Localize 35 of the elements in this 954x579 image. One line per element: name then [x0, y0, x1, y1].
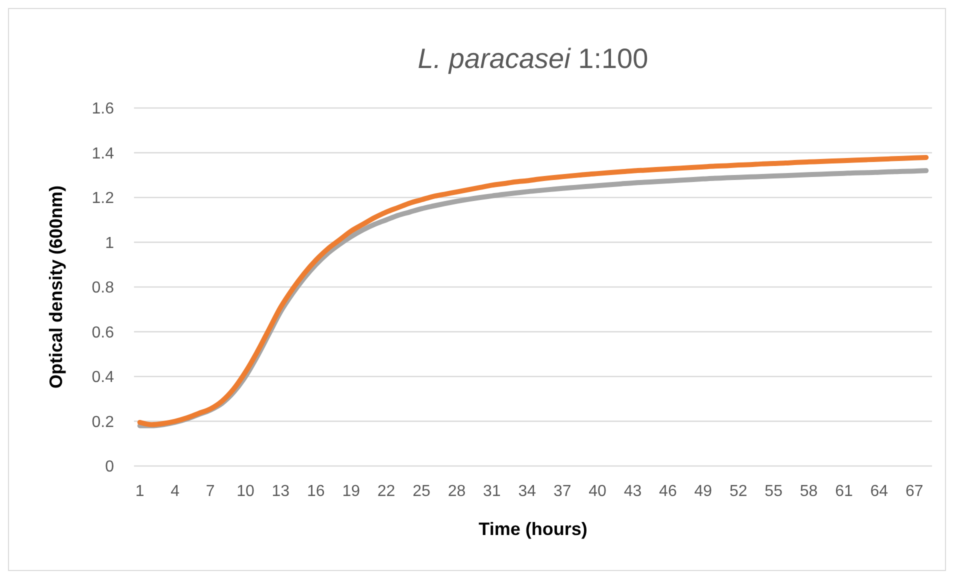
x-tick-label: 43 [624, 483, 642, 500]
x-tick-label: 13 [272, 483, 290, 500]
x-tick-label: 1 [135, 483, 144, 500]
y-tick-label: 0.6 [92, 324, 114, 342]
y-tick-label: 0 [105, 458, 114, 476]
x-tick-label: 25 [412, 483, 431, 500]
y-tick-label: 0.2 [92, 414, 114, 431]
x-tick-label: 46 [659, 483, 677, 500]
y-tick-label: 1 [105, 234, 114, 252]
x-tick-label: 22 [377, 483, 396, 500]
x-tick-label: 40 [588, 483, 607, 500]
chart-title: L. paracasei 1:100 [418, 43, 648, 74]
x-tick-label: 61 [835, 483, 853, 500]
y-tick-label: 1.6 [92, 100, 114, 118]
x-tick-label: 34 [518, 483, 536, 500]
x-tick-label: 64 [870, 483, 888, 500]
y-tick-label: 1.2 [92, 190, 114, 208]
x-tick-label: 58 [800, 483, 818, 500]
x-tick-label: 7 [206, 483, 215, 500]
x-tick-label: 4 [170, 483, 180, 500]
x-axis-title: Time (hours) [478, 519, 588, 539]
x-tick-label: 55 [764, 483, 783, 500]
x-tick-label: 31 [483, 483, 501, 500]
y-axis-title: Optical density (600nm) [46, 185, 66, 389]
x-tick-label: 10 [236, 483, 254, 500]
y-tick-label: 0.8 [92, 280, 114, 297]
y-tick-label: 0.4 [92, 369, 114, 386]
x-tick-label: 16 [307, 483, 325, 500]
x-tick-label: 67 [906, 483, 924, 500]
x-tick-label: 28 [448, 483, 466, 500]
x-tick-label: 52 [729, 483, 748, 500]
x-tick-label: 37 [553, 483, 572, 500]
x-tick-label: 19 [342, 483, 360, 500]
x-tick-label: 49 [694, 483, 712, 500]
y-tick-label: 1.4 [92, 145, 114, 162]
